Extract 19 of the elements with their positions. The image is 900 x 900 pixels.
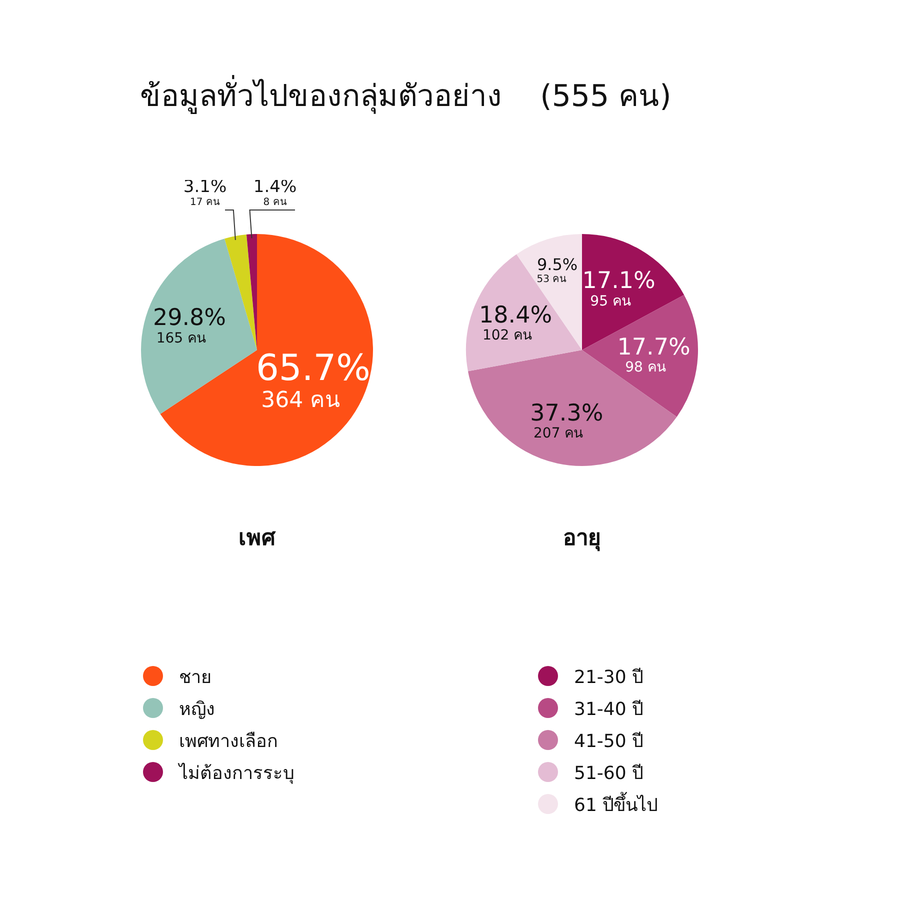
legend-label: 61 ปีขึ้นไป — [574, 790, 658, 818]
data-label: 9.5% 53 คน — [536, 255, 578, 286]
data-label: 37.3% 207 คน — [530, 400, 604, 442]
legend-label: 21-30 ปี — [574, 666, 644, 690]
text: เพศ — [238, 525, 277, 553]
data-label: 17.7% 98 คน — [617, 334, 690, 376]
legend-label: 51-60 ปี — [574, 762, 644, 786]
data-label: 18.4% 102 คน — [479, 302, 552, 344]
data-label: 29.8% 165 คน — [152, 305, 226, 346]
legend-label: ไม่ต้องการระบุ — [179, 762, 294, 786]
legend-label: ชาย — [179, 666, 212, 690]
legend-label: หญิง — [179, 698, 215, 722]
legend-label: 41-50 ปี — [574, 730, 644, 754]
data-label: 17.1% 95 คน — [582, 268, 656, 310]
text: อายุ — [562, 525, 602, 554]
chart-title: ข้อมูลทั่วไปของกลุ่มตัวอย่าง (555 คน) — [140, 74, 672, 116]
legend-label: 31-40 ปี — [574, 698, 644, 722]
data-label: 65.7% 364 คน — [256, 348, 370, 414]
legend-label: เพศทางเลือก — [179, 730, 278, 754]
